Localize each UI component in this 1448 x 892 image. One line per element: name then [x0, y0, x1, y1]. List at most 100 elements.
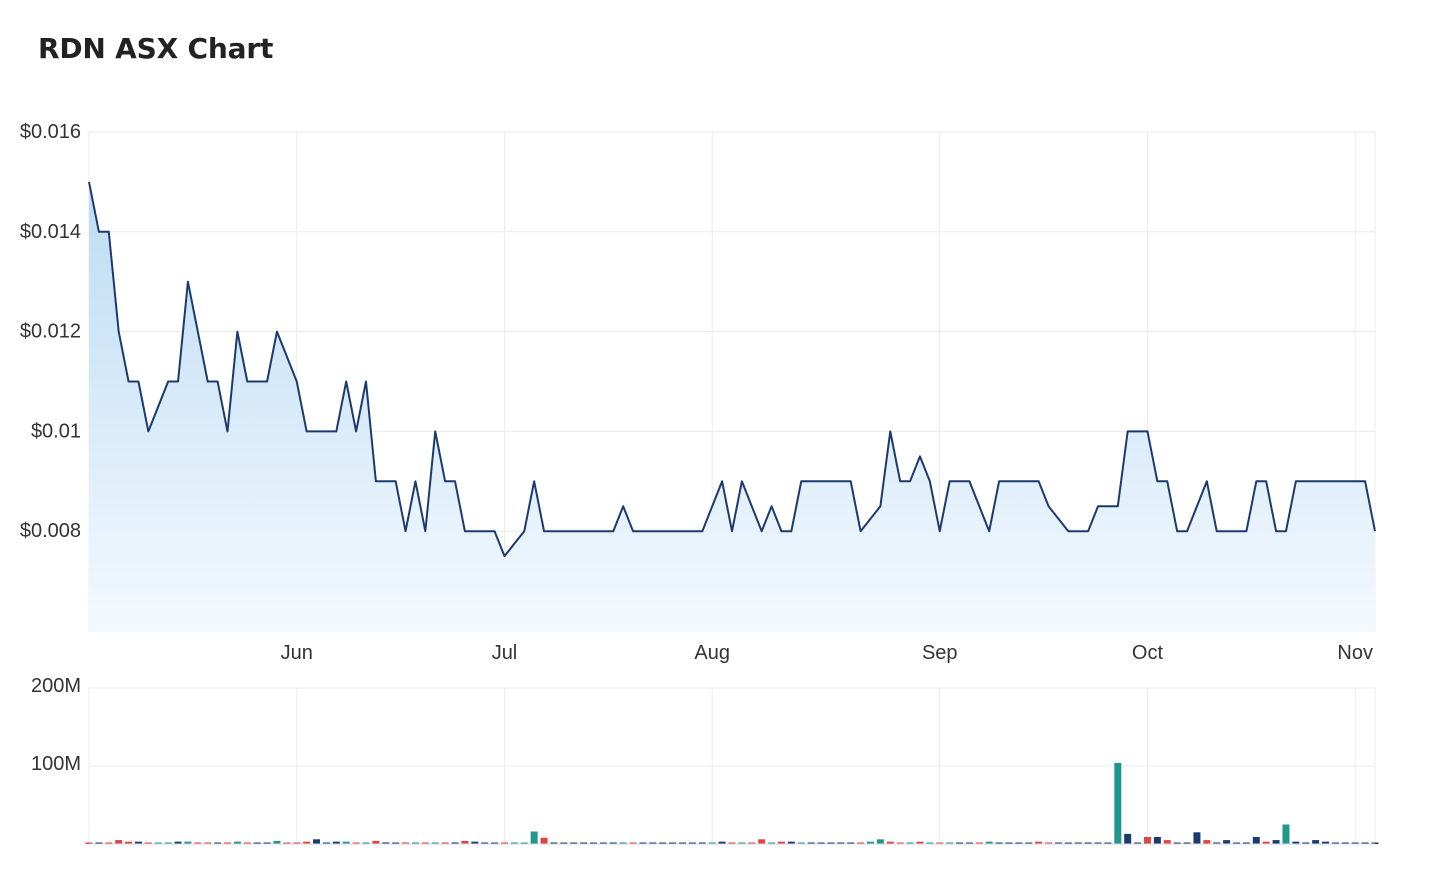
volume-bar	[1322, 841, 1330, 844]
volume-bar	[115, 840, 123, 844]
volume-bar	[214, 842, 222, 844]
volume-bar	[105, 842, 113, 844]
volume-bar	[847, 842, 855, 844]
volume-bar	[906, 842, 914, 844]
volume-bar	[570, 842, 578, 844]
volume-bar	[1272, 840, 1280, 844]
volume-bar	[1262, 841, 1270, 844]
volume-bar	[1361, 842, 1369, 844]
volume-bar	[223, 842, 231, 844]
volume-bar	[639, 842, 647, 844]
volume-bar	[322, 842, 330, 844]
volume-bar	[698, 842, 706, 844]
volume-bar	[233, 841, 241, 844]
volume-bar	[886, 841, 894, 844]
volume-bar	[194, 842, 202, 844]
price-line	[88, 181, 1376, 558]
volume-bar	[154, 842, 162, 844]
date-tick-label: Aug	[694, 642, 730, 664]
volume-bar	[1114, 762, 1122, 844]
volume-bar	[1173, 842, 1181, 844]
volume-bar	[590, 842, 598, 844]
volume-bar	[560, 842, 568, 844]
volume-bar	[866, 841, 874, 844]
volume-bar	[303, 841, 311, 844]
volume-bar	[164, 842, 172, 844]
price-tick-label: $0.008	[20, 520, 81, 542]
date-tick-label: Nov	[1337, 642, 1373, 664]
volume-bar	[659, 842, 667, 844]
volume-bar	[896, 842, 904, 844]
volume-bar	[550, 842, 558, 844]
volume-bar	[619, 842, 627, 844]
volume-bar	[1025, 842, 1033, 844]
volume-bar	[649, 842, 657, 844]
volume-bar	[827, 842, 835, 844]
volume-bar	[1064, 842, 1072, 844]
volume-bar	[748, 842, 756, 844]
volume-bar	[995, 842, 1003, 844]
volume-bar	[1015, 842, 1023, 844]
volume-bar	[708, 842, 716, 844]
date-tick-label: Oct	[1132, 642, 1164, 664]
volume-bar	[95, 842, 103, 844]
volume-bar	[777, 841, 785, 844]
volume-bar	[540, 837, 548, 844]
volume-bar	[243, 842, 251, 844]
volume-bar	[1183, 842, 1191, 844]
volume-bar	[787, 841, 795, 844]
volume-bar	[718, 841, 726, 844]
volume-bar	[916, 841, 924, 844]
volume-bar	[1074, 842, 1082, 844]
volume-bar	[936, 842, 944, 844]
volume-bar	[125, 841, 133, 844]
volume-bar	[758, 839, 766, 844]
volume-bar	[1292, 841, 1300, 844]
volume-bar	[817, 842, 825, 844]
volume-bar	[471, 841, 479, 844]
volume-bar	[738, 842, 746, 844]
volume-bar	[1054, 842, 1062, 844]
volume-bar	[431, 842, 439, 844]
price-axis-labels: $0.016 $0.014 $0.012 $0.01 $0.008	[20, 121, 81, 542]
date-tick-label: Sep	[922, 642, 958, 664]
volume-bar	[1331, 842, 1339, 844]
date-tick-label: Jun	[281, 642, 313, 664]
volume-bar	[1124, 833, 1132, 844]
volume-bar	[609, 842, 617, 844]
volume-bar	[946, 842, 954, 844]
volume-bar	[332, 841, 340, 844]
volume-bar	[372, 840, 380, 844]
volume-bar	[1084, 842, 1092, 844]
volume-bar	[402, 842, 410, 844]
volume-bar	[352, 842, 360, 844]
volume-bar	[461, 840, 469, 844]
volume-bar	[85, 842, 93, 844]
volume-bar	[1143, 836, 1151, 844]
volume-bar	[530, 831, 538, 844]
price-tick-label: $0.012	[20, 321, 81, 343]
volume-bar	[975, 842, 983, 844]
volume-tick-label: 100M	[31, 753, 81, 775]
volume-bar	[1134, 842, 1142, 844]
volume-bar	[580, 842, 588, 844]
volume-bar	[1094, 842, 1102, 844]
volume-bar	[421, 842, 429, 844]
price-tick-label: $0.014	[20, 221, 81, 243]
volume-bar	[491, 842, 499, 844]
volume-bar	[253, 842, 261, 844]
volume-bar	[1282, 824, 1290, 844]
volume-bar	[1005, 842, 1013, 844]
volume-bar	[669, 842, 677, 844]
volume-bar	[1341, 842, 1349, 844]
volume-bar	[184, 841, 192, 844]
volume-bar	[382, 842, 390, 844]
volume-bar	[342, 841, 350, 844]
volume-bar	[273, 840, 281, 844]
volume-bar	[679, 842, 687, 844]
volume-bar	[481, 842, 489, 844]
volume-bar	[837, 842, 845, 844]
volume-bar	[204, 842, 212, 844]
volume-bar	[857, 842, 865, 844]
volume-bar	[1203, 840, 1211, 844]
